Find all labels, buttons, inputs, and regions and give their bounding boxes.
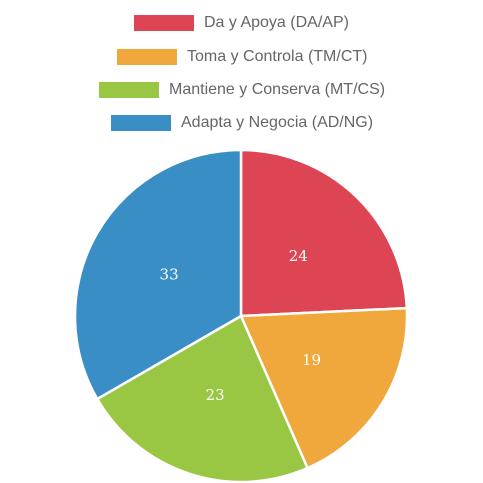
pie-slice[interactable] [73, 148, 243, 401]
legend-label: Mantiene y Conserva (MT/CS) [169, 81, 386, 98]
slice-value-label: 33 [160, 266, 179, 284]
legend-item[interactable]: Da y Apoya (DA/AP) [134, 12, 349, 34]
legend-swatch [117, 49, 177, 65]
pie-slice[interactable] [239, 306, 409, 470]
pie-slice[interactable] [239, 148, 409, 318]
legend-item[interactable]: Adapta y Negocia (AD/NG) [111, 112, 373, 134]
legend-swatch [111, 115, 171, 131]
slice-value-label: 23 [206, 386, 225, 404]
legend-swatch [134, 15, 194, 31]
slice-value-label: 19 [302, 351, 321, 369]
legend-label: Toma y Controla (TM/CT) [187, 48, 368, 65]
legend-swatch [99, 82, 159, 98]
pie-slice[interactable] [95, 314, 309, 483]
legend-item[interactable]: Mantiene y Conserva (MT/CS) [99, 79, 385, 101]
legend-label: Da y Apoya (DA/AP) [204, 14, 349, 31]
legend-item[interactable]: Toma y Controla (TM/CT) [117, 46, 367, 68]
legend-label: Adapta y Negocia (AD/NG) [181, 114, 374, 131]
slice-value-label: 24 [289, 247, 308, 265]
